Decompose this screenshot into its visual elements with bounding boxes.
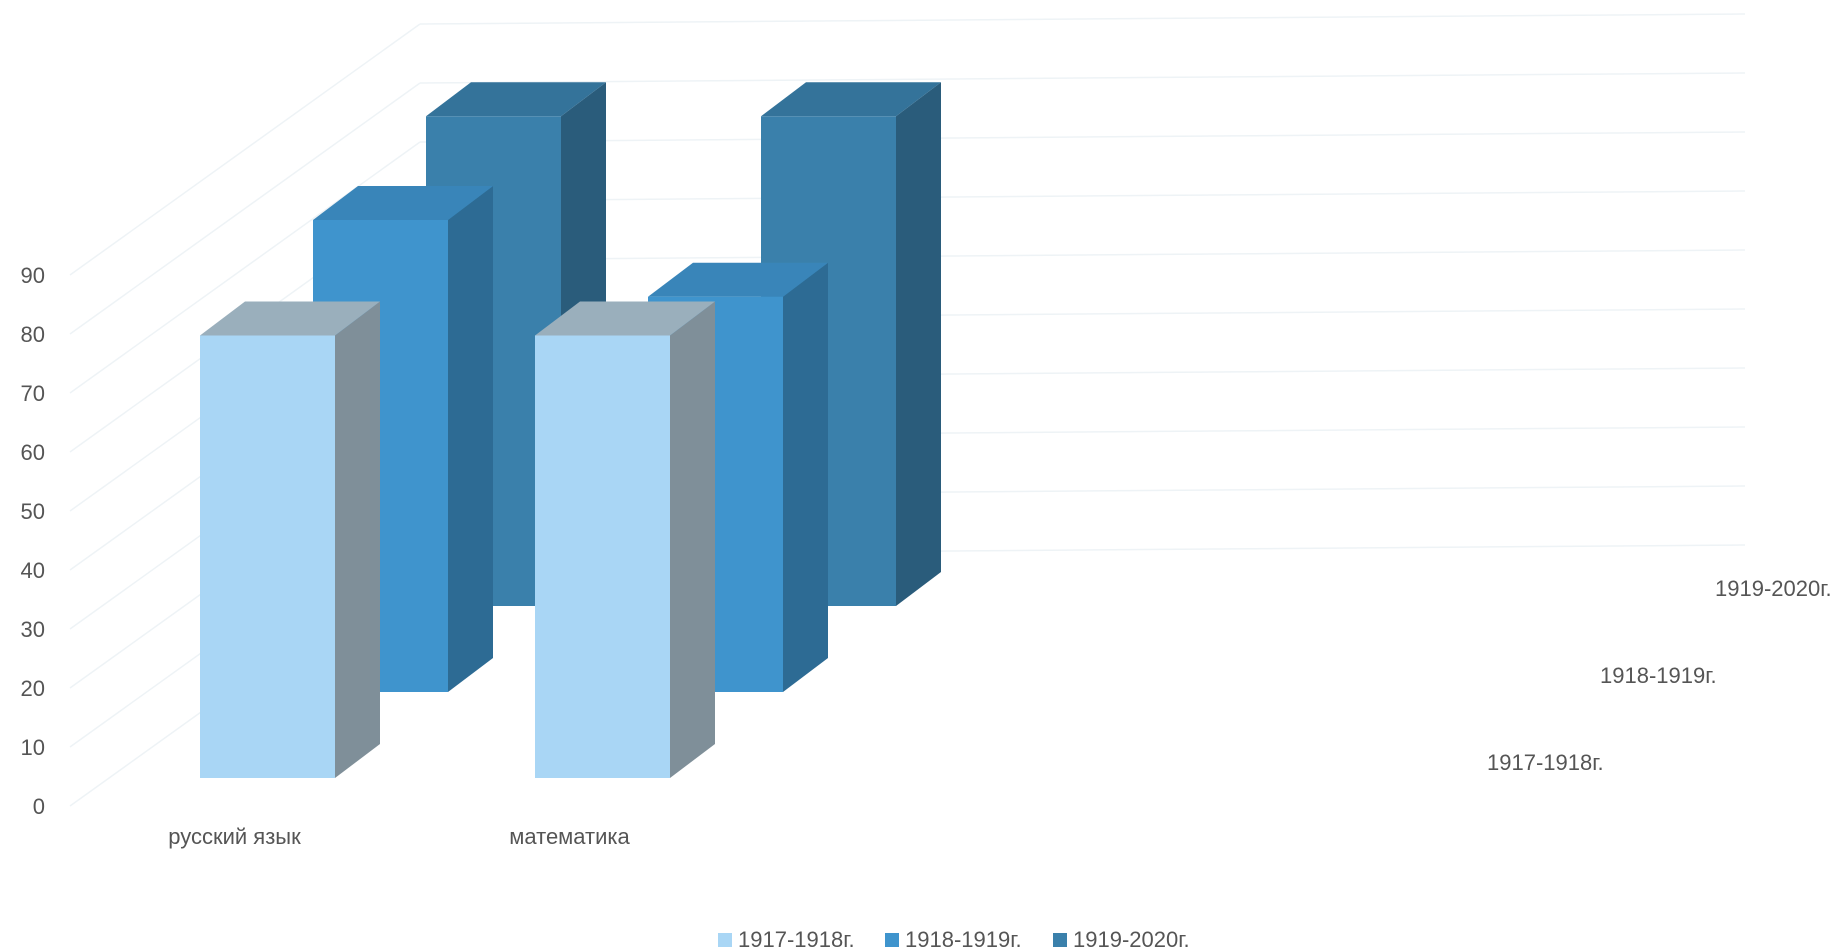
legend-label: 1918-1919г. — [905, 927, 1022, 952]
bar-top — [313, 186, 493, 220]
y-tick-label: 0 — [33, 794, 45, 819]
y-axis-ticks: 0 10 20 30 40 50 60 70 80 90 — [21, 263, 45, 819]
bar-side — [670, 301, 715, 778]
y-tick-label: 50 — [21, 499, 45, 524]
legend-item: 1917-1918г. — [718, 927, 855, 952]
bar-top — [535, 301, 715, 336]
legend-label: 1919-2020г. — [1073, 927, 1190, 952]
bar-front — [535, 335, 670, 778]
y-tick-label: 20 — [21, 676, 45, 701]
grid-line-floor — [69, 82, 421, 335]
grid-line-floor — [69, 141, 421, 394]
bar-front — [200, 335, 335, 778]
bar-top — [200, 301, 380, 336]
depth-axis-label: 1918-1919г. — [1600, 663, 1717, 688]
y-tick-label: 10 — [21, 735, 45, 760]
y-tick-label: 70 — [21, 381, 45, 406]
y-tick-label: 80 — [21, 322, 45, 347]
legend-item: 1918-1919г. — [885, 927, 1022, 952]
legend-swatch — [885, 933, 899, 947]
bar — [200, 301, 380, 778]
bars — [200, 82, 941, 778]
grid-line — [419, 72, 1746, 84]
grid-line — [419, 13, 1746, 25]
depth-axis-label: 1919-2020г. — [1715, 576, 1832, 601]
bar-side — [335, 301, 380, 778]
legend-swatch — [1053, 933, 1067, 947]
grid-line — [419, 190, 1746, 202]
legend-item: 1919-2020г. — [1053, 927, 1190, 952]
category-label: русский язык — [168, 824, 301, 849]
y-tick-label: 30 — [21, 617, 45, 642]
y-tick-label: 60 — [21, 440, 45, 465]
legend: 1917-1918г. 1918-1919г. 1919-2020г. — [718, 927, 1190, 952]
category-labels: русский язык математика — [168, 824, 630, 849]
depth-axis-labels: 1917-1918г. 1918-1919г. 1919-2020г. — [1487, 576, 1832, 775]
category-label: математика — [509, 824, 630, 849]
grid-line — [419, 131, 1746, 143]
grid-line-floor — [69, 23, 421, 276]
y-tick-label: 40 — [21, 558, 45, 583]
grid-line — [419, 249, 1746, 261]
legend-label: 1917-1918г. — [738, 927, 855, 952]
bar-top — [426, 82, 606, 117]
bar-top — [761, 82, 941, 117]
bar — [535, 301, 715, 778]
y-tick-label: 90 — [21, 263, 45, 288]
bar-side — [448, 186, 493, 692]
bar-top — [648, 262, 828, 297]
bar-side — [783, 262, 828, 692]
depth-axis-label: 1917-1918г. — [1487, 750, 1604, 775]
legend-swatch — [718, 933, 732, 947]
bar-side — [896, 82, 941, 607]
